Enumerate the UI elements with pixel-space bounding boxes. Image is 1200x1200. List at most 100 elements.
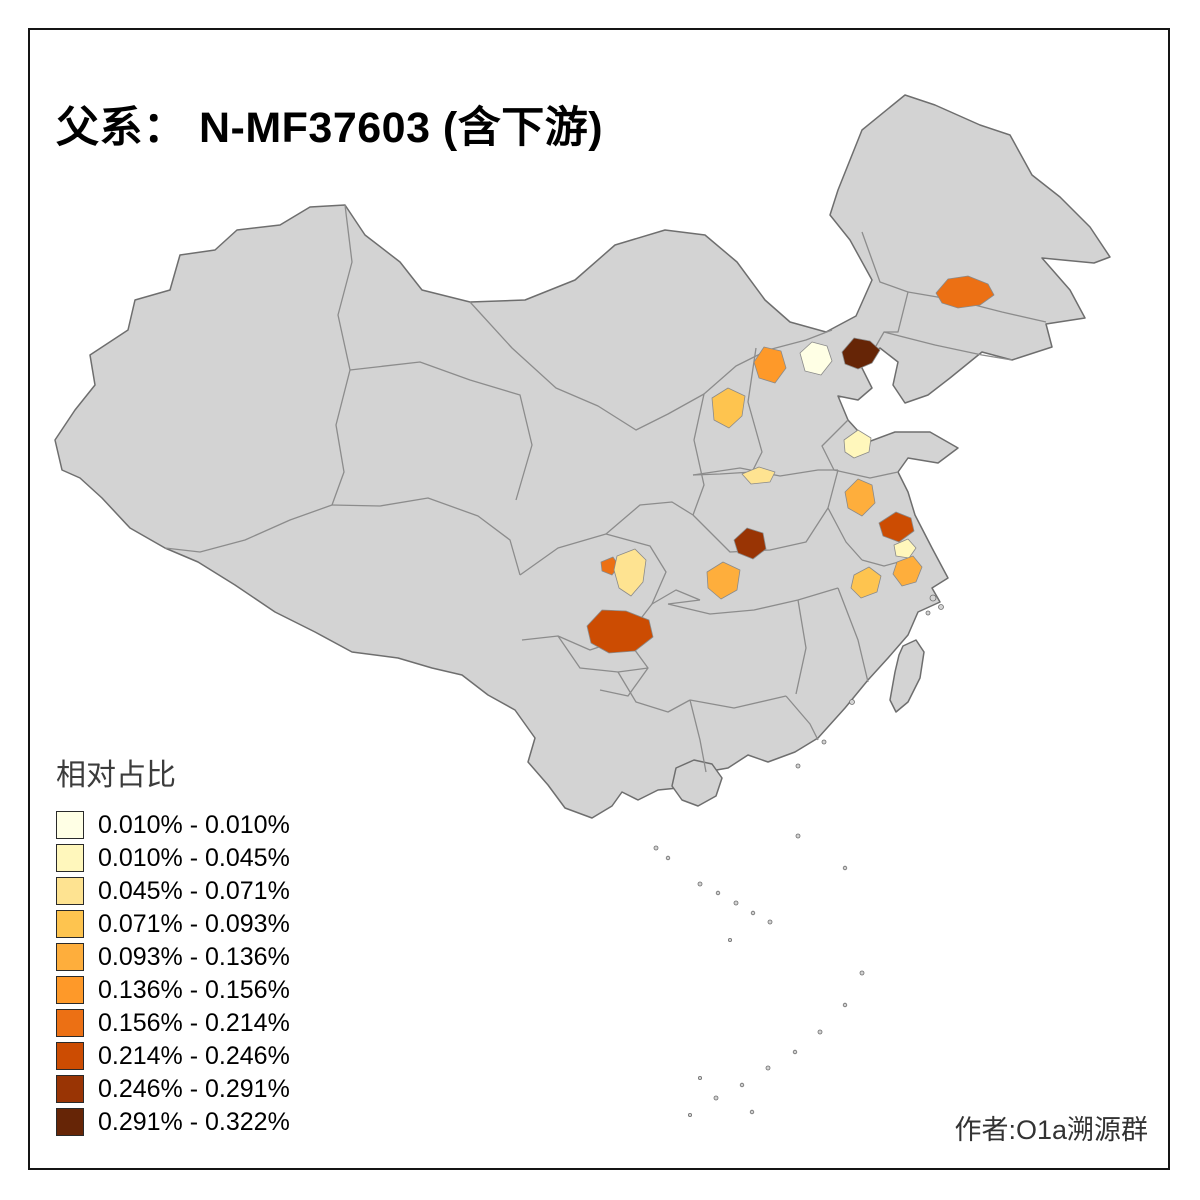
legend: 相对占比 0.010% - 0.010% 0.010% - 0.045% 0.0… [56, 750, 290, 1141]
highlighted-region-henan-south [733, 527, 767, 560]
legend-label: 0.010% - 0.045% [98, 843, 290, 872]
island-dot [817, 1029, 823, 1035]
legend-label: 0.136% - 0.156% [98, 975, 290, 1004]
legend-swatch [56, 1108, 84, 1136]
province-border [907, 291, 1047, 323]
legend-swatch [56, 844, 84, 872]
legend-label: 0.010% - 0.010% [98, 810, 290, 839]
legend-title: 相对占比 [56, 759, 176, 792]
legend-swatch [56, 877, 84, 905]
highlighted-region-sichuan-south [586, 609, 654, 654]
legend-label: 0.214% - 0.246% [98, 1041, 290, 1070]
legend-swatch [56, 976, 84, 1004]
legend-row: 0.291% - 0.322% [56, 1108, 290, 1136]
province-border [605, 501, 694, 535]
province-border [651, 589, 701, 605]
legend-row: 0.136% - 0.156% [56, 976, 290, 1004]
province-border [861, 231, 909, 361]
province-border [164, 504, 333, 553]
island-dot [739, 1082, 745, 1088]
province-border [469, 301, 833, 431]
highlighted-region-jiangsu-south [878, 511, 915, 543]
highlighted-region-jiangsu-central [844, 478, 876, 517]
province-border [331, 497, 521, 576]
legend-row: 0.010% - 0.010% [56, 811, 290, 839]
island-dot [765, 1065, 771, 1071]
island-dot [733, 900, 739, 906]
legend-swatch [56, 1009, 84, 1037]
legend-row: 0.045% - 0.071% [56, 877, 290, 905]
highlighted-region-hubei-northwest [706, 561, 741, 600]
legend-label: 0.071% - 0.093% [98, 909, 290, 938]
highlighted-region-jiaxing-pale [893, 538, 917, 559]
island-dot [795, 833, 801, 839]
province-border [689, 699, 707, 773]
province-border [667, 599, 701, 605]
province-border [599, 637, 649, 697]
highlighted-region-zhejiang-inland [850, 566, 882, 599]
province-border [785, 695, 819, 741]
island-dot [849, 699, 855, 705]
island-dot [767, 919, 773, 925]
island-dot [795, 763, 801, 769]
map-title: 父系： N-MF37603 (含下游) [56, 103, 604, 152]
offshore-islands [653, 594, 944, 1118]
legend-swatch [56, 811, 84, 839]
highlighted-region-shanxi-north [711, 387, 746, 429]
province-border [519, 533, 667, 651]
legend-row: 0.214% - 0.246% [56, 1042, 290, 1070]
island-dot [938, 604, 944, 610]
province-border [689, 695, 787, 709]
island-dot [792, 1049, 798, 1055]
highlighted-region-henan-north [741, 466, 776, 485]
attribution: 作者:O1a溯源群 [954, 1115, 1148, 1145]
highlighted-region-sichuan-central [613, 548, 647, 597]
island-dot [749, 1109, 755, 1115]
legend-row: 0.071% - 0.093% [56, 910, 290, 938]
island-dot [728, 938, 733, 943]
island-dot [842, 865, 848, 871]
province-border [667, 587, 839, 615]
province-border [692, 471, 753, 476]
island-dot [688, 1113, 693, 1118]
province-border [827, 469, 863, 561]
island-dot [859, 970, 865, 976]
mainland-outline [54, 94, 1111, 819]
province-border [837, 587, 869, 683]
highlighted-region-hebei-northeast [841, 337, 881, 370]
highlighted-region-beijing [799, 341, 833, 376]
taiwan-island [889, 639, 925, 713]
island-dot [713, 1095, 719, 1101]
island-dot [697, 881, 703, 887]
island-dot [925, 610, 931, 616]
province-border [795, 599, 807, 695]
highlighted-region-hebei-northwest [753, 346, 787, 384]
legend-label: 0.291% - 0.322% [98, 1107, 290, 1136]
legend-swatch [56, 1075, 84, 1103]
legend-row: 0.156% - 0.214% [56, 1009, 290, 1037]
province-border [883, 331, 1013, 361]
highlighted-region-zhejiang-coast [892, 555, 923, 587]
legend-label: 0.156% - 0.214% [98, 1008, 290, 1037]
legend-row: 0.010% - 0.045% [56, 844, 290, 872]
legend-row: 0.246% - 0.291% [56, 1075, 290, 1103]
province-border [692, 507, 829, 553]
province-border [557, 635, 649, 673]
province-border [692, 393, 705, 516]
province-borders [164, 204, 1047, 773]
legend-swatch [56, 1042, 84, 1070]
province-border [692, 467, 838, 477]
legend-swatch [56, 943, 84, 971]
island-dot [821, 739, 827, 745]
island-dot [750, 910, 756, 916]
island-dot [653, 845, 659, 851]
island-dot [698, 1076, 703, 1081]
island-dot [665, 855, 671, 861]
legend-label: 0.246% - 0.291% [98, 1074, 290, 1103]
land-group [54, 94, 1111, 1118]
legend-label: 0.093% - 0.136% [98, 942, 290, 971]
legend-row: 0.093% - 0.136% [56, 943, 290, 971]
province-border [349, 361, 533, 501]
island-dot [929, 594, 937, 602]
